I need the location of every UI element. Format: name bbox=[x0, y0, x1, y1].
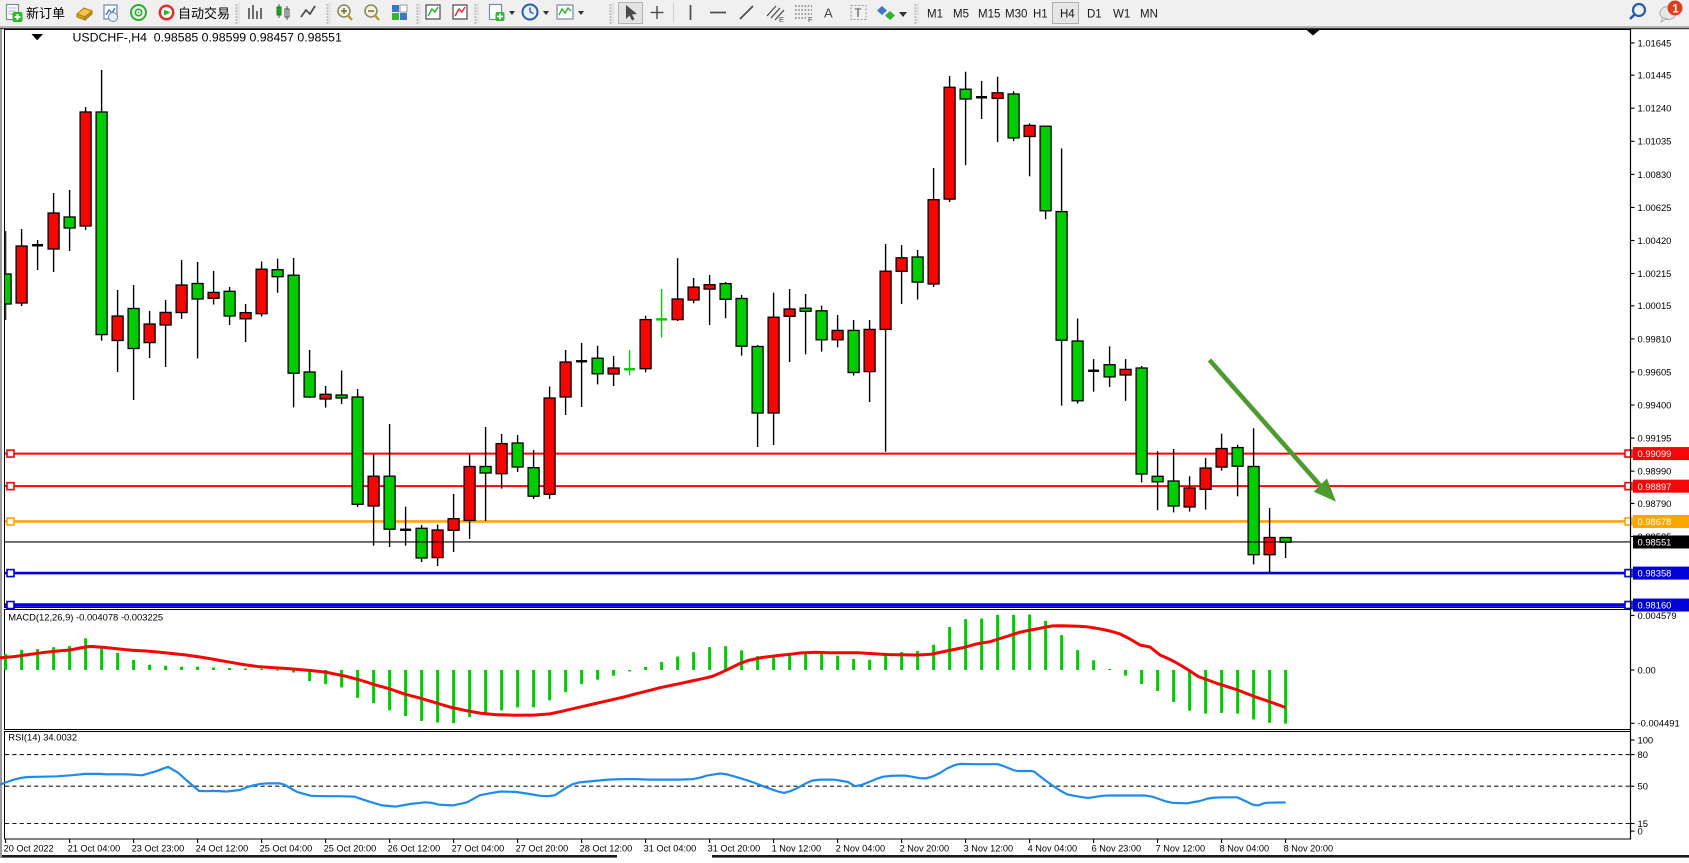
svg-text:1.00015: 1.00015 bbox=[1638, 300, 1672, 311]
svg-text:M15: M15 bbox=[978, 9, 1000, 21]
svg-text:26 Oct 12:00: 26 Oct 12:00 bbox=[388, 844, 441, 854]
svg-text:M1: M1 bbox=[927, 9, 943, 21]
svg-text:RSI(14) 34.0032: RSI(14) 34.0032 bbox=[8, 732, 77, 743]
svg-text:D1: D1 bbox=[1087, 9, 1102, 21]
svg-text:1 Nov 12:00: 1 Nov 12:00 bbox=[772, 844, 822, 854]
svg-text:A: A bbox=[824, 6, 833, 21]
svg-text:E: E bbox=[779, 15, 784, 24]
svg-text:MN: MN bbox=[1140, 9, 1158, 21]
svg-text:3 Nov 12:00: 3 Nov 12:00 bbox=[964, 844, 1014, 854]
svg-text:0.98790: 0.98790 bbox=[1638, 498, 1672, 509]
svg-text:23 Oct 23:00: 23 Oct 23:00 bbox=[132, 844, 185, 854]
svg-text:W1: W1 bbox=[1113, 9, 1130, 21]
svg-text:2 Nov 04:00: 2 Nov 04:00 bbox=[836, 844, 886, 854]
svg-text:0.99099: 0.99099 bbox=[1638, 448, 1672, 459]
svg-text:0.99605: 0.99605 bbox=[1638, 366, 1672, 377]
svg-text:0.98990: 0.98990 bbox=[1638, 466, 1672, 477]
svg-text:F: F bbox=[808, 15, 813, 24]
svg-text:0.99195: 0.99195 bbox=[1638, 432, 1672, 443]
svg-text:25 Oct 04:00: 25 Oct 04:00 bbox=[260, 844, 313, 854]
svg-text:21 Oct 04:00: 21 Oct 04:00 bbox=[68, 844, 121, 854]
svg-text:80: 80 bbox=[1638, 749, 1648, 760]
svg-text:25 Oct 20:00: 25 Oct 20:00 bbox=[324, 844, 377, 854]
svg-text:M5: M5 bbox=[953, 9, 969, 21]
svg-text:1.01645: 1.01645 bbox=[1638, 37, 1672, 48]
svg-text:USDCHF-,H4 0.98585 0.98599 0.: USDCHF-,H4 0.98585 0.98599 0.98457 0.985… bbox=[73, 30, 343, 44]
svg-text:1.00420: 1.00420 bbox=[1638, 235, 1672, 246]
svg-text:H1: H1 bbox=[1033, 9, 1048, 21]
svg-text:0.99810: 0.99810 bbox=[1638, 333, 1672, 344]
svg-text:0.98678: 0.98678 bbox=[1638, 516, 1672, 527]
svg-text:100: 100 bbox=[1638, 734, 1654, 745]
svg-text:0.99400: 0.99400 bbox=[1638, 399, 1672, 410]
svg-text:4 Nov 04:00: 4 Nov 04:00 bbox=[1028, 844, 1078, 854]
svg-text:1.00215: 1.00215 bbox=[1638, 268, 1672, 279]
svg-text:28 Oct 12:00: 28 Oct 12:00 bbox=[580, 844, 633, 854]
svg-text:自动交易: 自动交易 bbox=[178, 6, 230, 21]
svg-text:-0.004491: -0.004491 bbox=[1638, 718, 1680, 729]
svg-text:6 Nov 23:00: 6 Nov 23:00 bbox=[1092, 844, 1142, 854]
svg-text:31 Oct 20:00: 31 Oct 20:00 bbox=[708, 844, 761, 854]
svg-text:0.98358: 0.98358 bbox=[1638, 568, 1672, 579]
svg-text:0.98551: 0.98551 bbox=[1638, 537, 1672, 548]
svg-text:27 Oct 20:00: 27 Oct 20:00 bbox=[516, 844, 569, 854]
svg-text:0.98897: 0.98897 bbox=[1638, 481, 1672, 492]
svg-text:8 Nov 04:00: 8 Nov 04:00 bbox=[1220, 844, 1270, 854]
svg-text:1.01445: 1.01445 bbox=[1638, 70, 1672, 81]
svg-text:7 Nov 12:00: 7 Nov 12:00 bbox=[1156, 844, 1206, 854]
svg-text:2 Nov 20:00: 2 Nov 20:00 bbox=[900, 844, 950, 854]
svg-text:1.01240: 1.01240 bbox=[1638, 103, 1672, 114]
svg-text:31 Oct 04:00: 31 Oct 04:00 bbox=[644, 844, 697, 854]
svg-text:MACD(12,26,9) -0.004078 -0.003: MACD(12,26,9) -0.004078 -0.003225 bbox=[8, 612, 163, 623]
svg-text:H4: H4 bbox=[1060, 9, 1075, 21]
svg-text:新订单: 新订单 bbox=[26, 6, 65, 21]
svg-text:1.00625: 1.00625 bbox=[1638, 202, 1672, 213]
svg-text:T: T bbox=[855, 8, 862, 20]
svg-text:1.00830: 1.00830 bbox=[1638, 169, 1672, 180]
svg-text:0.98160: 0.98160 bbox=[1638, 600, 1672, 611]
svg-text:20 Oct 2022: 20 Oct 2022 bbox=[4, 844, 54, 854]
svg-text:0.00: 0.00 bbox=[1638, 664, 1656, 675]
svg-text:27 Oct 04:00: 27 Oct 04:00 bbox=[452, 844, 505, 854]
svg-text:8 Nov 20:00: 8 Nov 20:00 bbox=[1284, 844, 1334, 854]
svg-text:M30: M30 bbox=[1005, 9, 1027, 21]
svg-text:1.01035: 1.01035 bbox=[1638, 136, 1672, 147]
svg-text:1: 1 bbox=[1672, 3, 1679, 15]
svg-text:24 Oct 12:00: 24 Oct 12:00 bbox=[196, 844, 249, 854]
svg-text:0: 0 bbox=[1638, 826, 1643, 837]
svg-text:50: 50 bbox=[1638, 781, 1648, 792]
svg-text:15: 15 bbox=[1638, 818, 1648, 829]
svg-text:0.004579: 0.004579 bbox=[1638, 610, 1677, 621]
